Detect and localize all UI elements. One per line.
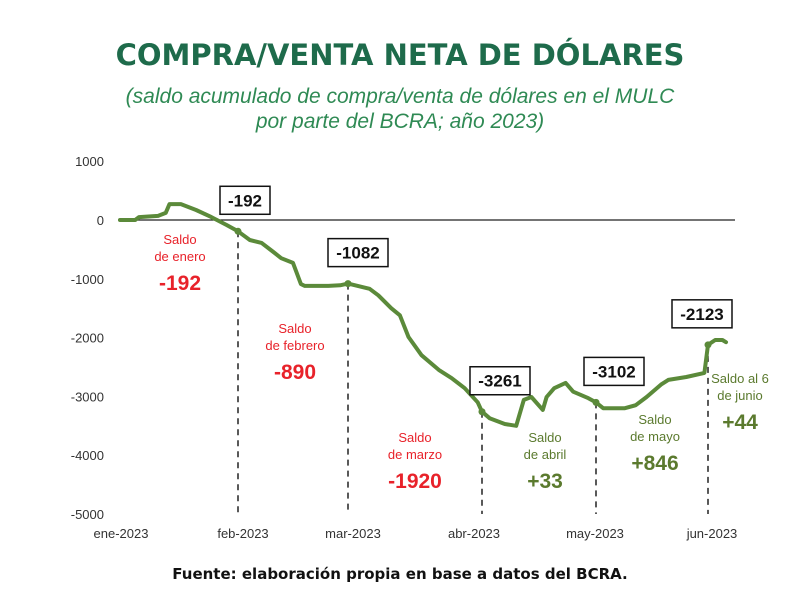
annotation-label: Saldo al 6: [711, 371, 769, 386]
month-balance-annotation: Saldo de febrero -890: [265, 321, 324, 384]
annotation-label: de abril: [524, 447, 567, 462]
annotation-value: -192: [159, 272, 201, 295]
annotation-label: de marzo: [388, 447, 442, 462]
annotation-value: -890: [274, 361, 316, 384]
callout-box: [327, 237, 389, 268]
y-tick-label: -2000: [71, 331, 104, 346]
annotation-label: Saldo: [638, 412, 671, 427]
annotation-label: Saldo: [278, 321, 311, 336]
chart-title: COMPRA/VENTA NETA DE DÓLARES: [115, 38, 685, 72]
callout-box: [469, 365, 531, 396]
month-balance-annotation: Saldo al 6 de junio +44: [711, 371, 769, 434]
y-tick-label: 0: [97, 213, 104, 228]
chart-subtitle: (saldo acumulado de compra/venta de dóla…: [0, 84, 800, 134]
annotation-value: -1920: [388, 470, 442, 493]
callout-box: [219, 185, 271, 216]
x-tick-label: feb-2023: [217, 526, 268, 541]
callout-point: [344, 280, 352, 288]
annotation-label: Saldo: [398, 430, 431, 445]
month-balance-annotation: Saldo de marzo -1920: [388, 430, 442, 493]
y-tick-label: -3000: [71, 389, 104, 404]
callout-box: [583, 356, 645, 387]
x-tick-label: ene-2023: [94, 526, 149, 541]
x-tick-label: abr-2023: [448, 526, 500, 541]
callout-point: [704, 341, 712, 349]
series-line: [118, 202, 728, 428]
annotation-label: Saldo: [528, 430, 561, 445]
month-balance-annotation: Saldo de enero -192: [154, 232, 205, 295]
y-tick-label: -1000: [71, 272, 104, 287]
subtitle-line-1: (saldo acumulado de compra/venta de dóla…: [125, 85, 675, 108]
x-tick-label: may-2023: [566, 526, 624, 541]
callout-value: -3102: [592, 362, 635, 381]
x-tick-label: jun-2023: [686, 526, 738, 541]
annotation-value: +44: [722, 411, 758, 434]
callout-point: [234, 227, 242, 235]
y-tick-label: -5000: [71, 507, 104, 522]
annotation-label: de mayo: [630, 429, 680, 444]
callout-value: -1082: [336, 244, 379, 263]
subtitle-line-2: por parte del BCRA; año 2023): [255, 110, 545, 133]
y-tick-label: 1000: [75, 154, 104, 169]
annotation-label: de febrero: [265, 338, 324, 353]
x-tick-label: mar-2023: [325, 526, 381, 541]
y-tick-label: -4000: [71, 448, 104, 463]
callout-value: -3261: [478, 372, 521, 391]
callout-value: -192: [228, 191, 262, 210]
callout-point: [478, 408, 486, 416]
annotation-label: de junio: [717, 388, 763, 403]
callout-point: [592, 398, 600, 406]
callout-box: [671, 299, 733, 329]
annotation-value: +33: [527, 470, 563, 493]
month-balance-annotation: Saldo de abril +33: [524, 430, 567, 493]
callout-value: -2123: [680, 305, 723, 324]
annotation-label: Saldo: [163, 232, 196, 247]
source-note: Fuente: elaboración propia en base a dat…: [172, 565, 628, 583]
month-balance-annotation: Saldo de mayo +846: [630, 412, 680, 475]
annotation-label: de enero: [154, 249, 205, 264]
annotation-value: +846: [631, 452, 678, 475]
